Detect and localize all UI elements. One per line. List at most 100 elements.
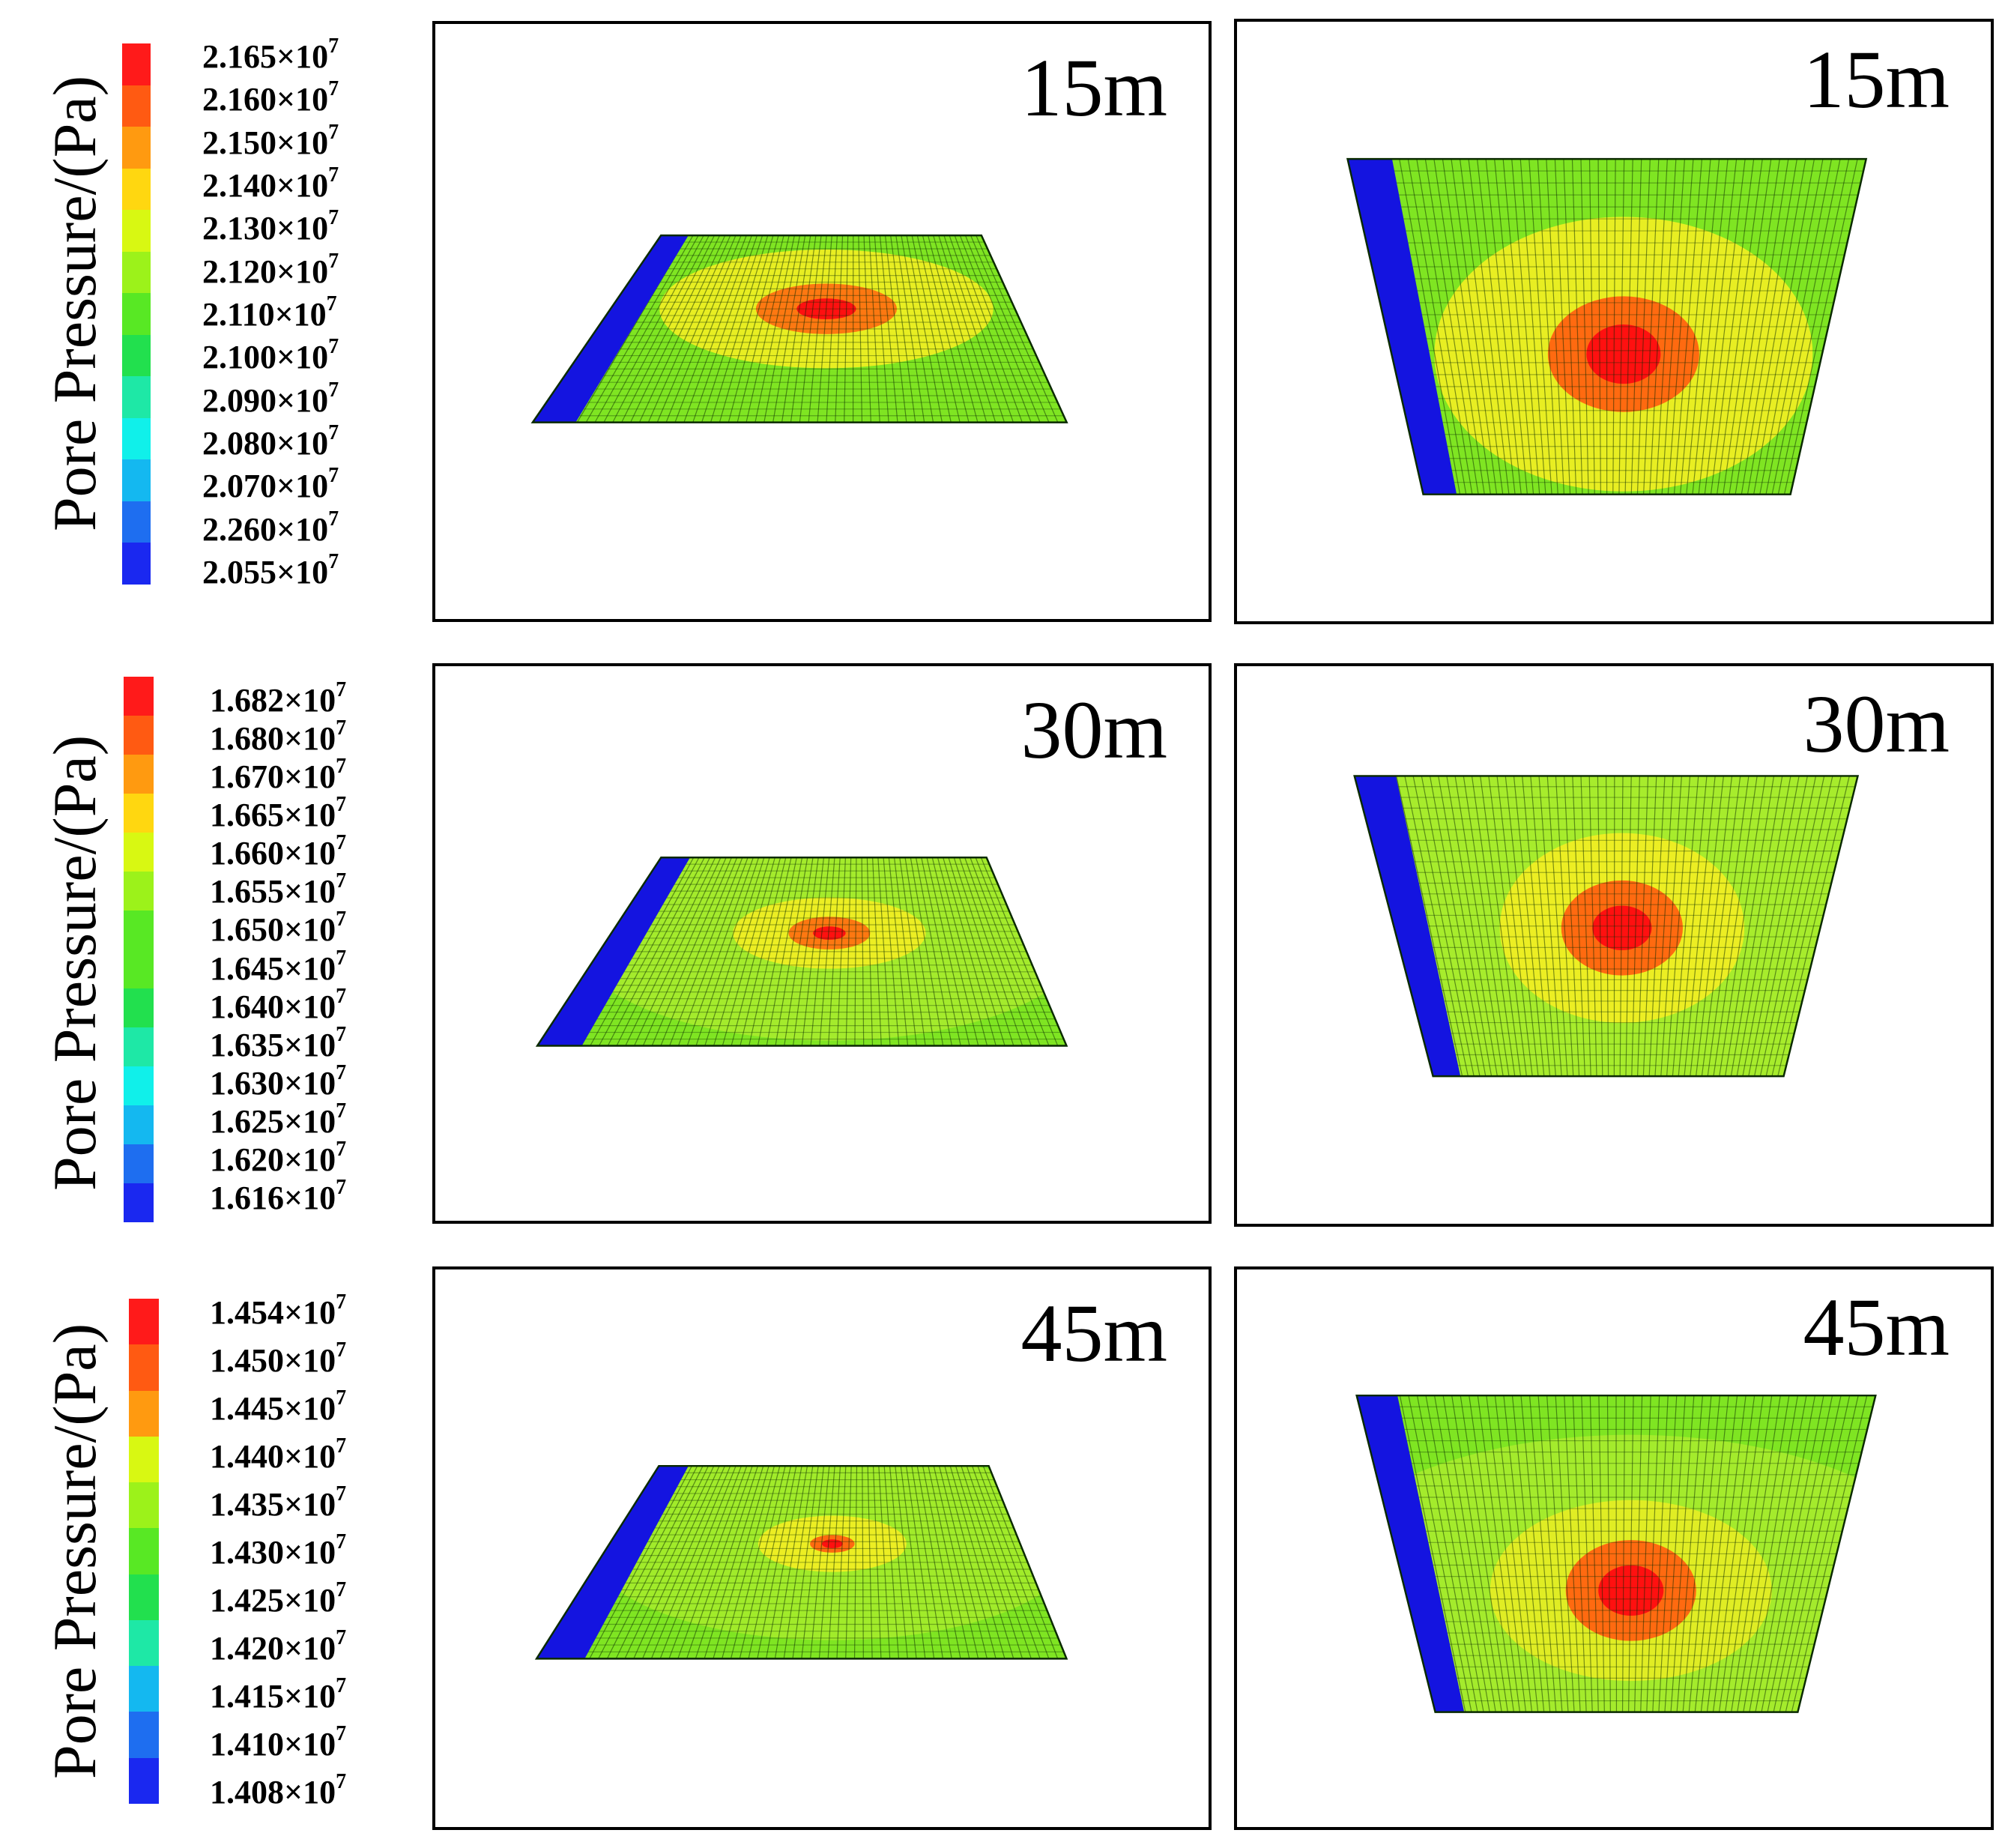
tick-value: 1.655 — [210, 873, 284, 911]
mesh-line — [927, 235, 979, 423]
colorbar-tick-label: 1.616×107 — [210, 1177, 346, 1215]
mesh-line — [911, 235, 952, 423]
mesh-line — [1621, 1395, 1626, 1712]
mesh-line — [1477, 1395, 1521, 1712]
mesh-line — [872, 1466, 882, 1659]
mesh-line — [1777, 776, 1850, 1077]
mesh-line — [1528, 1395, 1557, 1712]
mesh-line — [809, 1466, 830, 1659]
mesh-line — [1625, 776, 1632, 1077]
colorbar-tick-label: 2.055×107 — [202, 552, 339, 591]
mesh-line — [1748, 776, 1808, 1077]
mesh-line — [888, 857, 909, 1046]
mesh-line — [976, 235, 1059, 423]
mesh-line — [872, 857, 882, 1046]
mesh-line — [1486, 1395, 1527, 1712]
mesh-line — [774, 1466, 808, 1659]
mesh-line — [1429, 776, 1487, 1077]
mesh-line — [719, 235, 774, 423]
mesh-line — [722, 857, 775, 1046]
tick-times-ten: ×10 — [284, 1582, 336, 1619]
colorbar-tick-label: 2.165×107 — [202, 36, 339, 75]
mesh-line — [1520, 1395, 1551, 1712]
mesh-line — [1718, 1395, 1764, 1712]
mesh-line — [1695, 776, 1733, 1077]
mesh-line — [1791, 1395, 1868, 1712]
tick-value: 1.430 — [210, 1534, 284, 1571]
tick-exponent: 7 — [336, 984, 347, 1008]
mesh-line — [819, 857, 835, 1046]
tick-times-ten: ×10 — [276, 124, 329, 161]
mesh-line — [695, 1466, 758, 1659]
mesh-line — [701, 235, 763, 423]
mesh-line — [883, 1466, 900, 1659]
mesh-line — [1735, 159, 1789, 495]
mesh-line — [961, 1466, 1023, 1659]
colorbar-tick-label: 2.080×107 — [202, 423, 339, 460]
tick-value: 1.680 — [210, 720, 284, 758]
mesh-line — [686, 857, 754, 1046]
mesh-line — [659, 1466, 737, 1659]
mesh-line — [1468, 159, 1510, 495]
mesh-line — [647, 235, 731, 423]
mesh-line — [660, 857, 738, 1046]
mesh-line — [1416, 159, 1473, 495]
mesh-line — [757, 1466, 797, 1659]
mesh-line — [862, 1466, 864, 1659]
tick-times-ten: ×10 — [284, 797, 336, 834]
mesh-line — [1704, 159, 1746, 495]
mesh-line — [1433, 1395, 1490, 1712]
mesh-line — [585, 235, 694, 423]
mesh-line — [1459, 159, 1504, 495]
mesh-line — [621, 235, 715, 423]
mesh-line — [625, 857, 716, 1046]
colorbar-tick-label: 1.420×107 — [210, 1628, 346, 1665]
mesh-line — [1505, 776, 1539, 1077]
colorbar-swatch — [124, 1144, 154, 1183]
mesh-line — [910, 857, 944, 1046]
tick-value: 1.630 — [210, 1064, 284, 1102]
mesh-line — [1631, 776, 1640, 1077]
pressure-contour — [1598, 1565, 1664, 1616]
colorbar-tick-label: 1.655×107 — [210, 871, 346, 911]
tick-value: 2.070 — [202, 468, 276, 505]
fault-zone — [1354, 776, 1461, 1077]
tick-value: 1.625 — [210, 1102, 284, 1140]
mesh-line — [1676, 1395, 1703, 1712]
mesh-line — [1753, 776, 1817, 1077]
tick-times-ten: ×10 — [276, 38, 329, 75]
colorbar-swatch — [122, 168, 151, 211]
mesh-line — [1684, 776, 1716, 1077]
tick-exponent: 7 — [336, 1530, 347, 1553]
mesh-line — [730, 1466, 781, 1659]
plan-model — [1355, 1394, 1877, 1713]
perspective-view-panel: 30m — [432, 663, 1212, 1224]
mesh-line — [1706, 1395, 1747, 1712]
perspective-model — [534, 1464, 1068, 1660]
tick-times-ten: ×10 — [276, 554, 329, 591]
mesh-line — [1580, 159, 1589, 495]
mesh-line — [955, 1466, 1014, 1659]
mesh-line — [606, 1466, 704, 1659]
mesh-line — [1503, 1395, 1539, 1712]
colorbar-tick-label: 2.150×107 — [202, 121, 339, 161]
mesh-line — [801, 857, 825, 1046]
mesh-line — [1771, 776, 1842, 1077]
perspective-view-panel: 15m — [432, 21, 1212, 622]
mesh-line — [1661, 159, 1685, 495]
mesh-line — [911, 1466, 944, 1659]
mesh-line — [943, 235, 1006, 423]
mesh-line — [1690, 776, 1724, 1077]
tick-times-ten: ×10 — [276, 510, 329, 548]
depth-label: 15m — [1803, 34, 1950, 125]
tick-times-ten: ×10 — [284, 1726, 336, 1763]
mesh-line — [818, 1466, 835, 1659]
tick-value: 2.140 — [202, 167, 276, 204]
tick-value: 1.682 — [210, 682, 284, 719]
mesh-line — [1485, 159, 1522, 495]
mesh-line — [1692, 159, 1729, 495]
mesh-line — [713, 857, 770, 1046]
colorbar-swatch — [129, 1390, 159, 1437]
tick-exponent: 7 — [328, 507, 339, 531]
mesh-line — [1471, 776, 1516, 1077]
